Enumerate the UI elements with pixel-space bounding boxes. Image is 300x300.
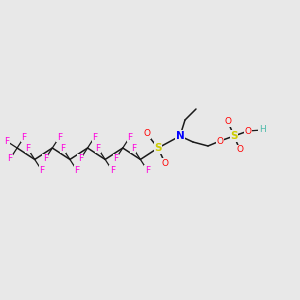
Text: S: S (154, 143, 162, 153)
Text: F: F (131, 144, 136, 153)
Text: H: H (259, 125, 266, 134)
Text: F: F (39, 166, 44, 175)
Text: F: F (60, 144, 65, 153)
Text: O: O (161, 158, 169, 167)
Text: F: F (74, 166, 80, 175)
Text: F: F (25, 144, 30, 153)
Text: F: F (113, 154, 118, 164)
Text: O: O (224, 118, 232, 127)
Text: F: F (145, 166, 150, 175)
Text: F: F (110, 166, 115, 175)
Text: O: O (217, 136, 224, 146)
Text: F: F (127, 133, 132, 142)
Text: S: S (230, 131, 238, 141)
Text: F: F (4, 137, 10, 146)
Text: O: O (236, 146, 244, 154)
Text: F: F (43, 154, 48, 164)
Text: O: O (143, 130, 151, 139)
Text: F: F (57, 133, 62, 142)
Text: F: F (22, 133, 27, 142)
Text: O: O (244, 127, 251, 136)
Text: F: F (92, 133, 97, 142)
Text: F: F (8, 154, 13, 164)
Text: F: F (78, 154, 83, 164)
Text: N: N (176, 131, 184, 141)
Text: F: F (95, 144, 101, 153)
